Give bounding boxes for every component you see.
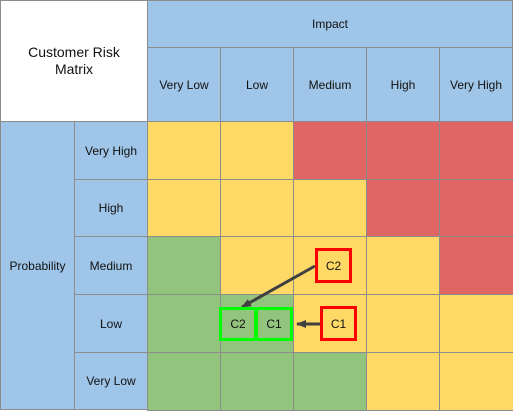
risk-cell-low-high [366, 294, 440, 353]
risk-cell-very-high-medium [293, 121, 367, 180]
risk-cell-very-low-very-low [147, 352, 221, 411]
risk-cell-medium-very-high [439, 236, 513, 295]
risk-cell-medium-very-low [147, 236, 221, 295]
target-marker-c1: C1 [255, 307, 293, 341]
matrix-title: Customer Risk Matrix [0, 0, 148, 122]
probability-level-high: High [74, 179, 148, 237]
impact-level-high: High [366, 47, 440, 122]
target-marker-c2: C2 [219, 307, 257, 341]
risk-cell-very-low-low [220, 352, 294, 411]
risk-cell-very-low-very-high [439, 352, 513, 411]
risk-cell-low-very-high [439, 294, 513, 353]
probability-level-very-low: Very Low [74, 352, 148, 410]
risk-cell-high-high [366, 179, 440, 237]
risk-cell-very-low-high [366, 352, 440, 411]
risk-cell-high-low [220, 179, 294, 237]
risk-cell-very-high-high [366, 121, 440, 180]
risk-cell-very-high-very-high [439, 121, 513, 180]
impact-level-very-high: Very High [439, 47, 513, 122]
probability-level-low: Low [74, 294, 148, 353]
risk-cell-high-medium [293, 179, 367, 237]
risk-cell-high-very-low [147, 179, 221, 237]
risk-cell-medium-high [366, 236, 440, 295]
impact-level-low: Low [220, 47, 294, 122]
risk-cell-low-very-low [147, 294, 221, 353]
current-marker-c1: C1 [320, 306, 357, 341]
risk-cell-very-high-very-low [147, 121, 221, 180]
impact-level-very-low: Very Low [147, 47, 221, 122]
probability-level-medium: Medium [74, 236, 148, 295]
risk-cell-medium-low [220, 236, 294, 295]
impact-axis-header: Impact [147, 0, 513, 48]
risk-cell-very-high-low [220, 121, 294, 180]
current-marker-c2: C2 [315, 248, 352, 283]
risk-cell-high-very-high [439, 179, 513, 237]
risk-cell-very-low-medium [293, 352, 367, 411]
impact-level-medium: Medium [293, 47, 367, 122]
probability-level-very-high: Very High [74, 121, 148, 180]
probability-axis-header: Probability [0, 121, 75, 410]
